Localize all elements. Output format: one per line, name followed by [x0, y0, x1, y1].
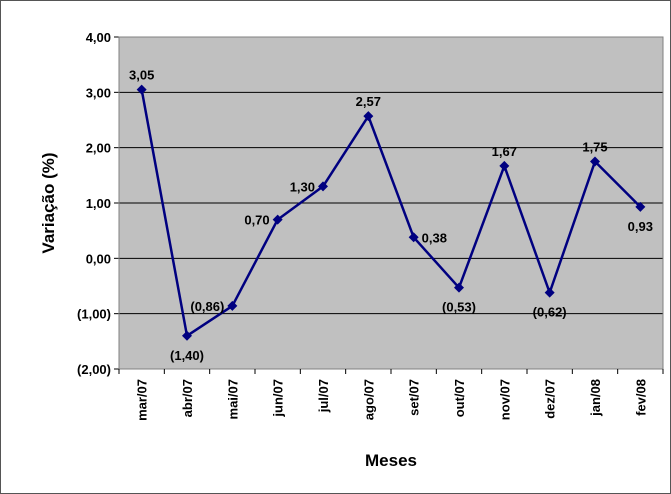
- y-axis-tick-labels: 4,00 3,00 2,00 1,00 0,00 (1,00) (2,00): [77, 30, 111, 377]
- x-tick-label: abr/07: [180, 379, 195, 417]
- x-axis-title: Meses: [365, 451, 417, 470]
- data-point: [363, 111, 374, 122]
- y-tick-label: 4,00: [86, 30, 111, 45]
- x-tick-label: out/07: [452, 379, 467, 417]
- data-point: [544, 287, 555, 298]
- series-line: [140, 89, 642, 338]
- x-tick-label: jul/07: [316, 379, 331, 413]
- data-label: 2,57: [356, 94, 381, 109]
- data-label: 1,67: [492, 144, 517, 159]
- data-point: [136, 84, 147, 95]
- data-labels: 3,05 (1,40) (0,86) 0,70 1,30 2,57 0,38 (0,53) 1,…: [129, 68, 653, 363]
- gridlines: [114, 36, 664, 374]
- x-tick-label: nov/07: [497, 379, 512, 420]
- x-tick-label: mar/07: [135, 379, 150, 421]
- x-tick-label: set/07: [407, 379, 422, 416]
- y-tick-label: 0,00: [86, 251, 111, 266]
- x-tick-label: dez/07: [543, 379, 558, 419]
- data-point: [635, 201, 646, 212]
- data-label: 3,05: [129, 68, 154, 83]
- x-tick-label: mai/07: [225, 379, 240, 419]
- x-tick-label: ago/07: [361, 379, 376, 420]
- data-point: [318, 181, 328, 192]
- data-point: [227, 300, 238, 311]
- y-tick-label: (2,00): [77, 362, 111, 377]
- y-axis-title: Variação (%): [39, 152, 58, 253]
- data-point: [454, 282, 464, 293]
- data-label: 0,70: [244, 213, 269, 228]
- data-label: 1,30: [290, 179, 315, 194]
- data-point: [182, 330, 192, 341]
- data-point: [272, 214, 283, 225]
- x-tick-label: fev/08: [633, 379, 648, 416]
- y-tick-label: 2,00: [86, 141, 111, 156]
- data-label: (1,40): [170, 348, 204, 363]
- data-label: (0,62): [533, 305, 567, 320]
- y-tick-label: 1,00: [86, 196, 111, 211]
- data-label: 0,38: [422, 230, 447, 245]
- x-tick-label: jan/08: [588, 379, 603, 417]
- data-label: (0,86): [190, 299, 224, 314]
- data-label: (0,53): [442, 300, 476, 315]
- series-layer: [136, 84, 646, 341]
- x-tick-label: jun/07: [271, 379, 286, 418]
- data-label: 1,75: [582, 140, 607, 155]
- x-axis-tick-labels: mar/07 abr/07 mai/07 jun/07 jul/07 ago/07 set/…: [135, 379, 649, 421]
- data-point: [499, 160, 510, 171]
- y-tick-label: (1,00): [77, 307, 111, 322]
- data-label: 0,93: [628, 219, 653, 234]
- data-point: [408, 232, 419, 243]
- y-tick-label: 3,00: [86, 85, 111, 100]
- data-point: [590, 156, 600, 167]
